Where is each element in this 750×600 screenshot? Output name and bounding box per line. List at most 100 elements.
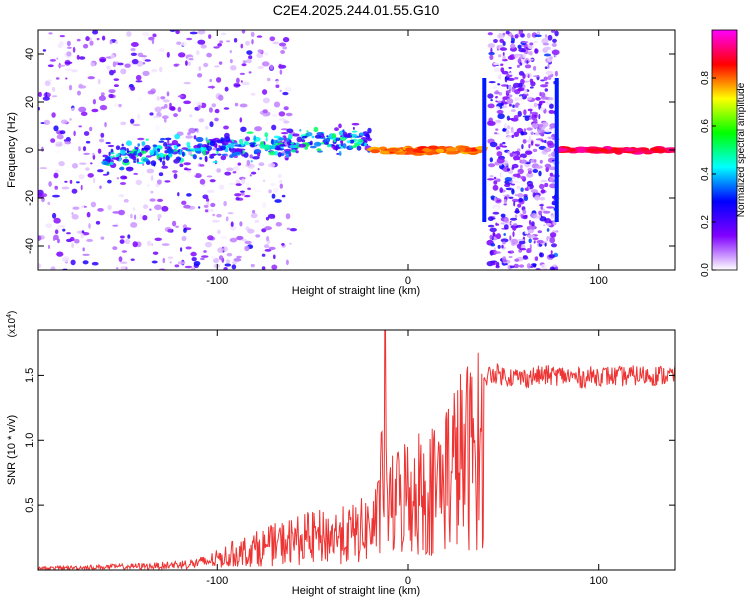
heatmap-cell-1-14: [313, 126, 319, 133]
heatmap-cell-3-295: [508, 103, 512, 107]
heatmap-cell-3-207: [508, 66, 512, 69]
heatmap-cell-0-61: [58, 225, 65, 228]
heatmap-cell-3-335: [511, 198, 519, 203]
heatmap-cell-1-373: [120, 166, 124, 171]
heatmap-cell-3-457: [515, 207, 520, 214]
heatmap-cell-3-282: [487, 32, 493, 36]
heatmap-cell-3-627: [504, 122, 507, 129]
heatmap-cell-4-86: [577, 148, 587, 153]
heatmap-cell-0-509: [47, 201, 51, 206]
heatmap-cell-0-335: [63, 139, 67, 142]
heatmap-cell-3-629: [543, 210, 551, 214]
heatmap-cell-3-114: [544, 218, 552, 224]
heatmap-cell-0-605: [156, 96, 160, 101]
heatmap-cell-0-629: [110, 54, 115, 59]
heatmap-cell-0-479: [132, 241, 138, 248]
heatmap-cell-0-108: [275, 84, 280, 88]
heatmap-cell-4-72: [649, 147, 660, 152]
heatmap-cell-0-602: [209, 179, 216, 183]
heatmap-cell-0-474: [149, 208, 152, 211]
heatmap-cell-3-640: [502, 52, 505, 56]
heatmap-cell-4-78: [665, 147, 675, 152]
heatmap-cell-0-262: [80, 232, 84, 239]
heatmap-cell-3-612: [496, 157, 505, 164]
heatmap-cell-0-425: [152, 33, 157, 38]
heatmap-cell-3-100: [541, 38, 549, 44]
heatmap-cell-3-449: [518, 197, 524, 203]
heatmap-cell-0-36: [285, 259, 289, 266]
heatmap-cell-0-636: [225, 216, 229, 222]
snr-panel: -100 0 100 0.5 1.0 1.5 Height of straight li…: [6, 311, 676, 597]
heatmap-cell-0-531: [190, 266, 195, 270]
heatmap-cell-0-516: [166, 51, 170, 58]
heatmap-cell-3-510: [513, 115, 519, 119]
heatmap-cell-0-392: [144, 59, 151, 62]
heatmap-cell-3-348: [526, 93, 529, 96]
heatmap-cell-3-63: [500, 238, 509, 243]
heatmap-cell-3-375: [535, 165, 543, 169]
heatmap-cell-3-527: [487, 180, 494, 187]
heatmap-cell-3-617: [527, 234, 536, 239]
heatmap-cell-3-22: [539, 196, 546, 201]
heatmap-cell-0-50: [283, 106, 289, 111]
heatmap-cell-1-247: [158, 152, 165, 158]
heatmap-cell-3-622: [496, 109, 504, 114]
heatmap-x-label: Height of straight line (km): [292, 285, 420, 297]
heatmap-cell-0-587: [67, 46, 72, 49]
heatmap-cell-0-537: [203, 204, 209, 208]
heatmap-cell-3-376: [549, 172, 554, 177]
heatmap-cell-0-554: [124, 63, 131, 68]
y-tick-label: -20: [24, 190, 36, 206]
heatmap-cell-3-578: [499, 143, 503, 148]
heatmap-cell-3-297: [499, 187, 504, 194]
y-tick-label: 0: [24, 147, 36, 153]
heatmap-cell-3-446: [506, 136, 512, 141]
heatmap-cell-1-129: [217, 153, 222, 156]
heatmap-cell-1-176: [110, 152, 115, 155]
y-tick-label: 1.5: [24, 368, 36, 383]
heatmap-cell-3-62: [535, 96, 541, 101]
heatmap-cell-0-503: [42, 49, 47, 52]
heatmap-cell-0-569: [59, 35, 65, 38]
heatmap-cell-0-98: [78, 106, 87, 113]
heatmap-cell-0-627: [214, 65, 220, 68]
heatmap-cell-3-242: [517, 110, 522, 117]
heatmap-cell-0-135: [251, 171, 257, 175]
heatmap-cell-3-308: [539, 107, 545, 111]
heatmap-cell-0-352: [50, 138, 56, 143]
heatmap-cell-0-60: [187, 132, 191, 136]
heatmap-cell-0-215: [70, 259, 76, 266]
heatmap-cell-0-317: [61, 186, 70, 190]
heatmap-cell-0-591: [210, 255, 216, 260]
heatmap-cell-3-312: [502, 127, 507, 132]
heatmap-cell-3-484: [540, 179, 548, 183]
heatmap-cell-0-599: [99, 138, 105, 143]
heatmap-cell-3-342: [554, 70, 559, 77]
heatmap-cell-0-313: [174, 264, 180, 268]
heatmap-cell-0-29: [126, 31, 132, 37]
heatmap-cell-3-36: [510, 183, 515, 186]
heatmap-cell-3-2: [493, 39, 498, 43]
heatmap-cell-0-383: [209, 121, 214, 128]
heatmap-cell-3-74: [530, 189, 539, 194]
heatmap-cell-3-330: [549, 123, 557, 129]
heatmap-cell-0-508: [173, 173, 178, 179]
heatmap-cell-3-427: [541, 121, 549, 128]
heatmap-cell-3-624: [552, 38, 557, 43]
heatmap-cell-1-238: [276, 144, 280, 151]
heatmap-cell-3-401: [519, 159, 528, 164]
heatmap-cell-3-307: [521, 144, 524, 150]
heatmap-cell-3-570: [529, 86, 534, 89]
heatmap-cell-0-401: [154, 237, 162, 241]
heatmap-cell-0-385: [191, 257, 197, 262]
heatmap-cell-0-203: [151, 260, 158, 264]
heatmap-cell-0-102: [194, 173, 202, 179]
heatmap-cell-3-574: [517, 193, 524, 198]
heatmap-cell-3-412: [498, 54, 502, 58]
heatmap-cell-1-285: [310, 145, 317, 149]
heatmap-cell-0-157: [173, 113, 178, 118]
heatmap-cell-0-482: [197, 30, 206, 35]
heatmap-cell-0-624: [212, 213, 216, 217]
heatmap-cell-0-293: [55, 229, 59, 234]
heatmap-cell-0-388: [112, 211, 121, 214]
